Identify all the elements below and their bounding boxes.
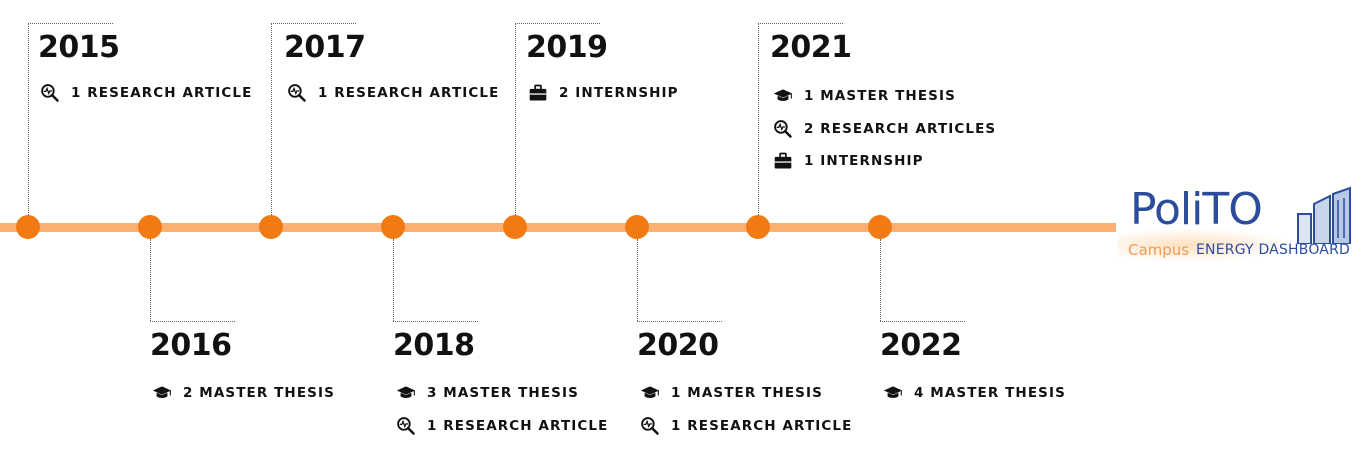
timeline-item: 1 RESEARCH ARTICLE	[395, 416, 608, 436]
magnifier-chart-icon	[774, 120, 792, 138]
buildings-icon	[1297, 186, 1351, 244]
logo-subtitle: ENERGY DASHBOARD	[1196, 242, 1350, 258]
timeline-dot-2018	[381, 215, 405, 239]
connector-line	[637, 239, 638, 321]
timeline-dot-2020	[625, 215, 649, 239]
year-2018: 2018	[393, 328, 475, 363]
year-2015: 2015	[38, 30, 120, 65]
timeline-item: 1 RESEARCH ARTICLE	[286, 83, 499, 103]
timeline-dot-2016	[138, 215, 162, 239]
timeline-item: 2 INTERNSHIP	[527, 83, 679, 103]
connector-cap	[150, 321, 235, 322]
magnifier-chart-icon	[641, 417, 659, 435]
item-label: 1 INTERNSHIP	[804, 153, 924, 169]
year-2020: 2020	[637, 328, 719, 363]
year-2022: 2022	[880, 328, 962, 363]
item-label: 1 RESEARCH ARTICLE	[318, 85, 500, 101]
magnifier-chart-icon	[288, 84, 306, 102]
polito-logo: PoliTO Campus ENERGY DASHBOARD	[1118, 180, 1358, 270]
timeline-item: 4 MASTER THESIS	[882, 383, 1066, 403]
item-label: 1 MASTER THESIS	[804, 88, 956, 104]
magnifier-chart-icon	[41, 84, 59, 102]
connector-cap	[758, 23, 843, 24]
timeline-item: 1 MASTER THESIS	[639, 383, 823, 403]
timeline-item: 1 MASTER THESIS	[772, 86, 956, 106]
year-2021: 2021	[770, 30, 852, 65]
item-label: 1 MASTER THESIS	[671, 385, 823, 401]
timeline-item: 2 RESEARCH ARTICLES	[772, 119, 996, 139]
item-label: 3 MASTER THESIS	[427, 385, 579, 401]
briefcase-icon	[774, 152, 792, 169]
connector-line	[515, 23, 516, 215]
timeline-bar	[0, 223, 1116, 232]
year-2016: 2016	[150, 328, 232, 363]
logo-campus: Campus	[1128, 241, 1190, 259]
item-label: 2 RESEARCH ARTICLES	[804, 121, 997, 137]
connector-cap	[880, 321, 965, 322]
logo-name: PoliTO	[1130, 184, 1263, 235]
connector-cap	[271, 23, 356, 24]
graduation-cap-icon	[152, 386, 172, 398]
briefcase-icon	[529, 84, 547, 101]
connector-cap	[515, 23, 600, 24]
timeline-item: 1 RESEARCH ARTICLE	[39, 83, 252, 103]
item-label: 4 MASTER THESIS	[914, 385, 1066, 401]
timeline-dot-2019	[503, 215, 527, 239]
item-label: 1 RESEARCH ARTICLE	[671, 418, 853, 434]
magnifier-chart-icon	[397, 417, 415, 435]
connector-line	[758, 23, 759, 215]
logo-glow	[1118, 228, 1293, 262]
graduation-cap-icon	[773, 89, 793, 101]
timeline-item: 1 INTERNSHIP	[772, 151, 924, 171]
timeline-dot-2021	[746, 215, 770, 239]
connector-line	[393, 239, 394, 321]
connector-line	[880, 239, 881, 321]
timeline-dot-2022	[868, 215, 892, 239]
connector-line	[271, 23, 272, 215]
timeline-dot-2015	[16, 215, 40, 239]
graduation-cap-icon	[396, 386, 416, 398]
item-label: 1 RESEARCH ARTICLE	[71, 85, 253, 101]
connector-cap	[637, 321, 722, 322]
year-2017: 2017	[284, 30, 366, 65]
timeline-item: 2 MASTER THESIS	[151, 383, 335, 403]
year-2019: 2019	[526, 30, 608, 65]
connector-line	[28, 23, 29, 215]
item-label: 1 RESEARCH ARTICLE	[427, 418, 609, 434]
item-label: 2 MASTER THESIS	[183, 385, 335, 401]
connector-cap	[393, 321, 478, 322]
graduation-cap-icon	[883, 386, 903, 398]
timeline-dot-2017	[259, 215, 283, 239]
timeline-item: 3 MASTER THESIS	[395, 383, 579, 403]
connector-line	[150, 239, 151, 321]
connector-cap	[28, 23, 113, 24]
item-label: 2 INTERNSHIP	[559, 85, 679, 101]
graduation-cap-icon	[640, 386, 660, 398]
timeline-item: 1 RESEARCH ARTICLE	[639, 416, 852, 436]
